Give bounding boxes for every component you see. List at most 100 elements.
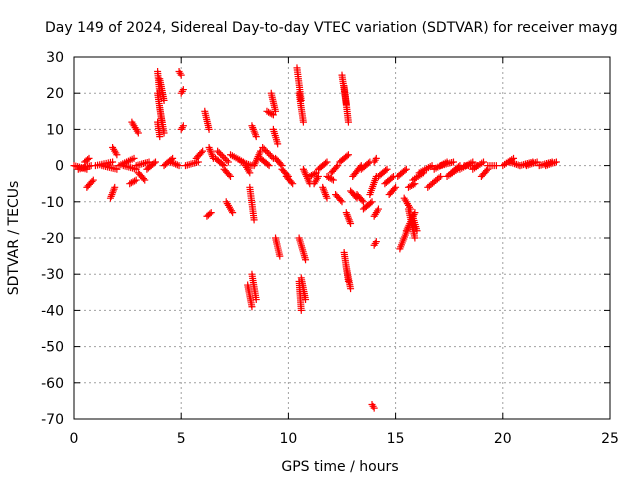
data-point <box>358 196 366 204</box>
data-point <box>364 159 372 167</box>
x-axis-label: GPS time / hours <box>281 459 398 475</box>
data-point <box>552 158 560 166</box>
data-point <box>268 153 276 161</box>
data-point <box>390 185 398 193</box>
data-point <box>141 176 149 184</box>
y-tick-label: 0 <box>55 159 64 175</box>
data-point <box>84 156 92 164</box>
data-point <box>402 165 410 173</box>
data-point <box>334 162 342 170</box>
y-axis-label: SDTVAR / TECUs <box>6 181 22 296</box>
data-point <box>413 227 421 235</box>
y-tick-label: -40 <box>41 303 64 319</box>
data-point <box>252 296 260 304</box>
data-point <box>250 216 258 224</box>
data-point <box>109 158 117 166</box>
data-point <box>179 122 187 130</box>
data-point <box>160 96 168 104</box>
y-tick-label: 10 <box>46 122 64 138</box>
data-point <box>437 172 445 180</box>
data-point <box>179 86 187 94</box>
data-point <box>383 165 391 173</box>
y-tick-label: -50 <box>41 340 64 356</box>
data-point <box>411 234 419 242</box>
data-point <box>175 162 183 170</box>
data-point <box>302 296 310 304</box>
x-tick-label: 25 <box>601 431 619 447</box>
data-point <box>205 125 213 133</box>
y-axis: -70 -60 -50 -40 -30 -20 -10 0 10 20 30 <box>41 50 610 428</box>
data-point <box>311 170 319 178</box>
data-point <box>370 404 378 412</box>
data-point <box>173 161 181 169</box>
data-point <box>274 140 282 148</box>
y-tick-label: -20 <box>41 231 64 247</box>
data-point <box>215 149 223 157</box>
data-point <box>225 171 233 179</box>
data-point <box>113 151 121 159</box>
chart-title: Day 149 of 2024, Sidereal Day-to-day VTE… <box>45 20 618 36</box>
data-point <box>111 183 119 191</box>
data-point <box>145 158 153 166</box>
data-point <box>199 147 207 155</box>
data-point <box>289 180 297 188</box>
data-point <box>214 147 222 155</box>
data-point <box>347 285 355 293</box>
data-point <box>272 107 280 115</box>
data-point <box>428 162 436 170</box>
x-tick-label: 15 <box>387 431 405 447</box>
data-point <box>492 162 500 170</box>
data-point <box>168 159 176 167</box>
data-point <box>401 166 409 174</box>
x-tick-label: 5 <box>177 431 186 447</box>
data-point <box>302 256 310 264</box>
data-point <box>172 160 180 168</box>
data-point <box>220 153 228 161</box>
data-point <box>332 163 340 171</box>
data-point <box>170 159 178 167</box>
data-point <box>259 144 267 151</box>
data-point <box>177 71 185 79</box>
data-point <box>510 154 518 162</box>
y-tick-label: -10 <box>41 195 64 211</box>
y-tick-label: -70 <box>41 412 64 428</box>
data-point <box>269 111 277 119</box>
data-point <box>407 205 415 213</box>
data-point <box>229 209 237 217</box>
data-point <box>197 149 205 157</box>
x-tick-label: 10 <box>279 431 297 447</box>
data-point <box>166 158 174 166</box>
data-point <box>130 154 138 162</box>
data-point <box>533 158 541 166</box>
data-point <box>338 198 346 206</box>
data-point <box>223 156 231 164</box>
data-point <box>323 194 331 202</box>
x-tick-label: 0 <box>70 431 79 447</box>
y-tick-label: -30 <box>41 267 64 283</box>
data-point <box>246 169 254 177</box>
data-point <box>323 158 331 166</box>
data-point <box>344 151 352 159</box>
data-point <box>156 133 164 141</box>
data-point <box>266 151 274 159</box>
data-point <box>219 160 227 168</box>
data-point <box>248 303 256 311</box>
data-point <box>207 209 215 217</box>
data-point <box>150 159 158 167</box>
data-point <box>260 145 268 153</box>
data-point <box>367 199 375 207</box>
data-point <box>264 160 272 168</box>
data-point <box>374 205 382 213</box>
data-point <box>368 198 376 206</box>
data-point <box>217 150 225 158</box>
data-point <box>314 172 322 180</box>
data-point <box>221 155 229 163</box>
data-point <box>347 220 355 228</box>
data-point <box>449 158 457 166</box>
data-point <box>265 150 273 158</box>
data-point <box>388 174 396 182</box>
x-tick-label: 20 <box>494 431 512 447</box>
data-point <box>287 178 295 186</box>
